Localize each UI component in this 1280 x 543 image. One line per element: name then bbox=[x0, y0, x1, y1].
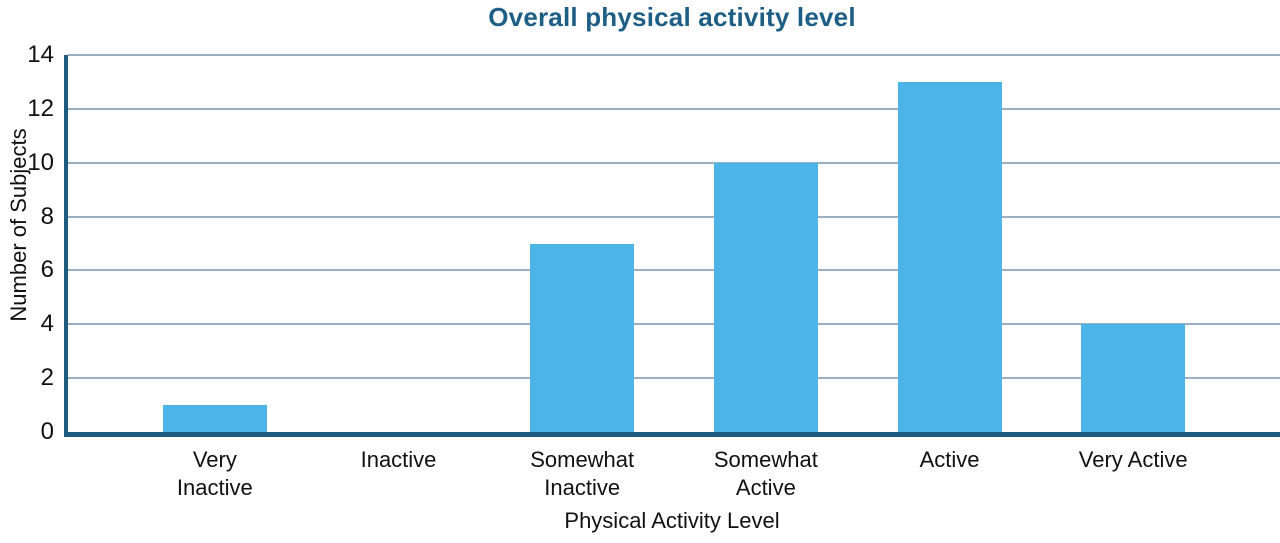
bar-slot bbox=[123, 55, 307, 432]
x-tick-label: Inactive bbox=[360, 447, 437, 472]
y-tick-label: 2 bbox=[40, 364, 54, 392]
gridline bbox=[68, 161, 1280, 164]
bar-slot bbox=[307, 55, 491, 432]
gridline bbox=[68, 323, 1280, 326]
y-tick-label: 6 bbox=[40, 256, 54, 284]
bars-row bbox=[68, 55, 1280, 432]
y-axis-ticks: 0 2 4 6 8 10 12 14 bbox=[0, 43, 56, 444]
bar-slot bbox=[1041, 55, 1225, 432]
y-tick-label: 4 bbox=[40, 310, 54, 338]
chart-title: Overall physical activity level bbox=[488, 2, 856, 32]
bar bbox=[1081, 324, 1186, 432]
gridline bbox=[68, 377, 1280, 380]
gridline bbox=[68, 269, 1280, 272]
gridline bbox=[68, 215, 1280, 218]
bar bbox=[897, 81, 1002, 432]
x-tick-label: Active bbox=[919, 447, 980, 472]
bar bbox=[530, 243, 635, 432]
x-axis-title: Physical Activity Level bbox=[564, 508, 780, 533]
bar-slot bbox=[674, 55, 858, 432]
bar-slot bbox=[858, 55, 1042, 432]
x-axis-tick-labels: Very Inactive Inactive Somewhat Inactive So… bbox=[68, 446, 1280, 502]
y-tick-label: 12 bbox=[27, 94, 54, 122]
bar bbox=[162, 405, 267, 432]
gridline bbox=[68, 54, 1280, 56]
y-tick-label: 0 bbox=[40, 418, 54, 445]
x-tick-label: Somewhat Active bbox=[713, 447, 818, 500]
bar bbox=[713, 162, 818, 432]
bar-slot bbox=[490, 55, 674, 432]
x-tick-label: Very Active bbox=[1078, 447, 1188, 472]
plot-area bbox=[64, 54, 1280, 437]
y-tick-label: 8 bbox=[40, 202, 54, 230]
x-tick-label: Somewhat Inactive bbox=[530, 447, 635, 500]
x-tick-label: Very Inactive bbox=[176, 447, 253, 500]
gridline bbox=[68, 107, 1280, 110]
y-tick-label: 14 bbox=[27, 41, 54, 68]
y-tick-label: 10 bbox=[27, 148, 54, 176]
